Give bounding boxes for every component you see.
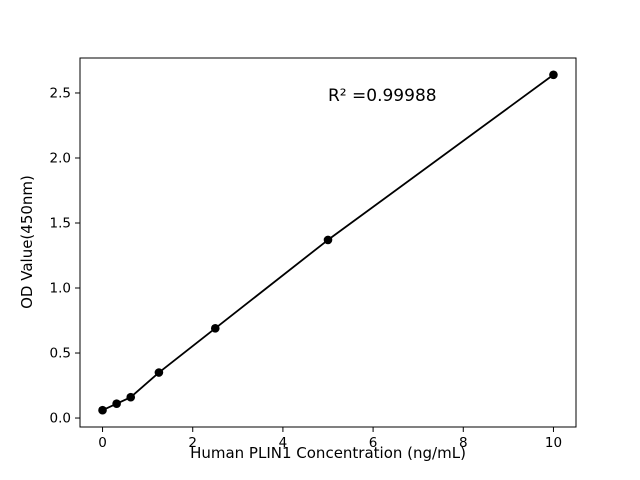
- axes-box: [79, 57, 577, 428]
- data-point: [112, 399, 121, 409]
- data-point: [549, 70, 558, 80]
- data-point: [98, 405, 107, 415]
- x-tick-label: 4: [279, 435, 288, 451]
- y-tick-label: 0.5: [50, 346, 71, 362]
- y-tick-label: 2.5: [50, 85, 71, 101]
- x-tick-label: 6: [369, 435, 378, 451]
- data-point: [154, 368, 164, 377]
- y-tick-label: 0.0: [50, 411, 71, 427]
- x-axis-label: Human PLIN1 Concentration (ng/mL): [190, 444, 466, 462]
- data-point: [126, 392, 136, 402]
- y-tick-label: 1.5: [50, 215, 71, 231]
- y-tick-label: 1.0: [50, 281, 71, 297]
- data-point: [210, 324, 220, 333]
- x-tick-label: 10: [545, 435, 562, 451]
- y-tick-label: 2.0: [50, 150, 71, 166]
- x-tick-label: 8: [459, 435, 468, 451]
- r-squared-annotation: R² =0.99988: [328, 86, 437, 106]
- data-point: [323, 235, 333, 245]
- x-tick-label: 2: [188, 435, 197, 451]
- y-axis-label: OD Value(450nm): [18, 175, 36, 309]
- x-tick-label: 0: [98, 435, 107, 451]
